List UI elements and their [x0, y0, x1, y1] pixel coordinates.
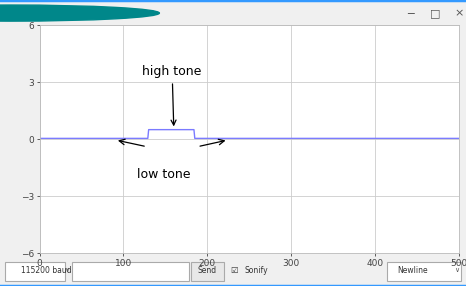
Text: COM3: COM3: [24, 8, 55, 18]
Text: low tone: low tone: [137, 168, 191, 181]
Text: high tone: high tone: [143, 65, 202, 125]
Text: ∨: ∨: [454, 267, 459, 273]
Text: 115200 baud: 115200 baud: [21, 266, 72, 275]
Text: Send: Send: [198, 266, 217, 275]
Text: ×: ×: [454, 8, 464, 18]
FancyBboxPatch shape: [72, 262, 189, 281]
FancyBboxPatch shape: [5, 262, 65, 281]
Text: ☑: ☑: [231, 266, 238, 275]
Circle shape: [0, 5, 159, 21]
FancyBboxPatch shape: [387, 262, 461, 281]
Text: ─: ─: [407, 8, 413, 18]
Text: ∨: ∨: [64, 267, 69, 273]
Text: Sonify: Sonify: [245, 266, 268, 275]
FancyBboxPatch shape: [191, 262, 224, 281]
Text: Newline: Newline: [397, 266, 428, 275]
Text: □: □: [431, 8, 441, 18]
